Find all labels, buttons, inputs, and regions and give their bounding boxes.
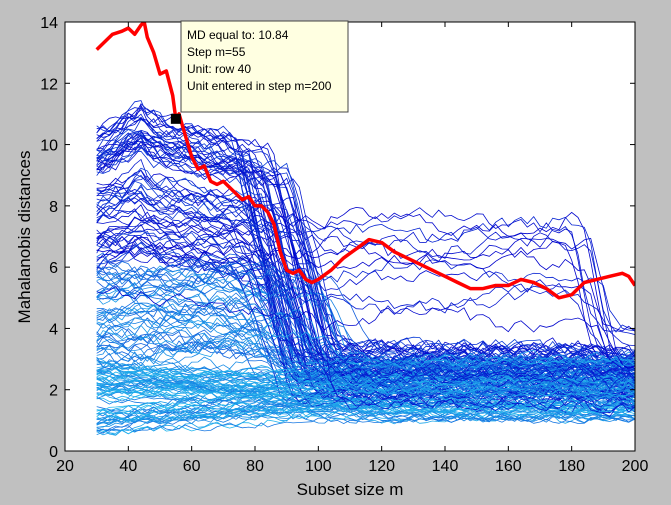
unit-trajectory	[96, 264, 635, 389]
unit-trajectory	[96, 413, 635, 432]
unit-trajectory	[96, 182, 635, 363]
x-tick-label: 60	[183, 458, 201, 475]
unit-trajectory	[96, 264, 635, 378]
datatip-md: MD equal to: 10.84	[187, 28, 289, 42]
unit-trajectory	[96, 341, 635, 393]
highlighted-trajectory[interactable]	[95, 22, 635, 300]
y-tick-label: 6	[49, 260, 58, 277]
y-tick-label: 4	[49, 321, 58, 338]
unit-trajectory	[96, 358, 635, 395]
x-tick-label: 80	[246, 458, 264, 475]
unit-trajectory	[96, 197, 635, 360]
datatip-box	[180, 20, 349, 113]
unit-trajectory	[96, 182, 635, 370]
unit-trajectory	[96, 385, 635, 397]
x-axis-title: Subset size m	[297, 480, 404, 499]
trajectory-row-40[interactable]	[95, 22, 635, 300]
unit-trajectory	[96, 303, 635, 372]
datatip-unit: Unit: row 40	[187, 62, 251, 76]
unit-trajectory	[96, 375, 635, 415]
x-tick-label: 160	[495, 458, 522, 475]
unit-trajectory	[96, 330, 635, 370]
x-tick-label: 40	[119, 458, 137, 475]
unit-trajectory	[96, 235, 635, 332]
y-tick-label: 8	[49, 199, 58, 216]
y-tick-label: 12	[40, 76, 58, 93]
unit-trajectory	[96, 192, 635, 360]
unit-trajectory	[96, 146, 635, 375]
y-axis-title: Mahalanobis distances	[15, 151, 34, 324]
datatip-entered: Unit entered in step m=200	[187, 79, 332, 93]
unit-trajectory	[96, 286, 635, 370]
unit-trajectory	[96, 169, 635, 362]
unit-trajectory	[96, 240, 635, 363]
unit-trajectory	[96, 250, 635, 365]
unit-trajectory	[96, 230, 635, 357]
unit-trajectory	[96, 357, 635, 416]
unit-trajectory	[96, 194, 635, 346]
y-tick-label: 10	[40, 138, 58, 155]
x-tick-label: 200	[622, 458, 649, 475]
unit-trajectory	[96, 173, 635, 418]
unit-trajectory	[96, 204, 635, 333]
background-trajectories	[96, 100, 635, 436]
unit-trajectory	[96, 100, 635, 369]
unit-trajectory	[96, 141, 635, 414]
axes-frame	[64, 21, 636, 452]
unit-trajectory	[96, 136, 635, 358]
unit-trajectory	[96, 340, 635, 399]
x-tick-label: 180	[558, 458, 585, 475]
x-tick-label: 140	[432, 458, 459, 475]
unit-trajectory	[96, 332, 635, 372]
datatip-marker[interactable]	[170, 113, 181, 124]
unit-trajectory	[96, 370, 635, 421]
datatip-step: Step m=55	[187, 45, 246, 59]
x-tick-label: 120	[368, 458, 395, 475]
unit-trajectory	[96, 383, 635, 403]
unit-trajectory	[96, 175, 635, 382]
unit-trajectory	[96, 361, 635, 383]
x-tick-label: 100	[305, 458, 332, 475]
unit-trajectory	[96, 150, 635, 378]
unit-trajectory	[96, 402, 635, 421]
unit-trajectory	[96, 207, 635, 369]
y-tick-label: 0	[49, 444, 58, 461]
datatip: MD equal to: 10.84 Step m=55 Unit: row 4…	[180, 20, 349, 113]
x-tick-label: 20	[56, 458, 74, 475]
selected-point-marker[interactable]	[170, 113, 181, 124]
y-tick-label: 14	[40, 15, 58, 32]
unit-trajectory	[96, 304, 635, 398]
axis-ticks: 20 40 60 80 100 120 140 160 180 200 0 2 4 6 8 10 12 14	[40, 15, 648, 475]
y-tick-label: 2	[49, 383, 58, 400]
unit-trajectory	[96, 326, 635, 392]
unit-trajectory	[96, 147, 635, 404]
unit-trajectory	[96, 399, 635, 428]
unit-trajectory	[96, 132, 635, 359]
unit-trajectory	[96, 313, 635, 389]
